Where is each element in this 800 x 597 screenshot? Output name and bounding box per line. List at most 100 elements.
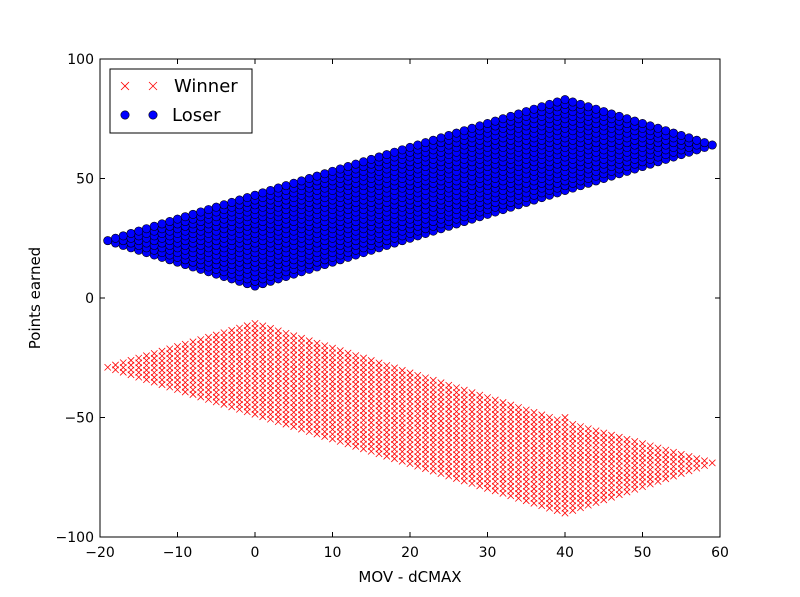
winner-point xyxy=(437,379,445,387)
winner-point xyxy=(708,459,716,467)
winner-point xyxy=(685,453,693,460)
winner-point xyxy=(360,354,367,362)
loser-point xyxy=(645,121,655,131)
winner-point xyxy=(112,361,119,369)
loser-point xyxy=(552,97,562,107)
x-axis-label: MOV - dCMAX xyxy=(358,568,461,586)
winner-point xyxy=(584,425,592,433)
plot-frame xyxy=(99,58,721,538)
winner-point xyxy=(267,324,274,332)
winner-point xyxy=(538,411,546,419)
loser-point xyxy=(389,147,399,157)
legend-circle-marker xyxy=(120,110,130,120)
winner-point xyxy=(701,457,708,465)
winner-point xyxy=(336,347,344,355)
legend-marker-loser xyxy=(120,110,158,120)
winner-point xyxy=(484,394,491,402)
loser-point xyxy=(413,140,423,150)
loser-point xyxy=(513,109,523,119)
series-winner xyxy=(104,319,716,517)
loser-point xyxy=(583,102,593,112)
winner-point xyxy=(476,391,484,399)
loser-point xyxy=(188,209,198,219)
winner-point xyxy=(445,381,453,389)
y-tick-label: 100 xyxy=(67,52,94,68)
winner-point xyxy=(197,336,205,344)
loser-point xyxy=(204,205,214,215)
winner-point xyxy=(530,408,538,416)
loser-point xyxy=(327,166,337,176)
y-tick-label: −50 xyxy=(64,411,94,427)
loser-point xyxy=(382,150,392,160)
loser-point xyxy=(126,228,136,238)
winner-point xyxy=(305,337,313,345)
loser-point xyxy=(111,233,121,243)
loser-point xyxy=(180,212,190,222)
legend-box xyxy=(109,68,253,134)
winner-point xyxy=(677,450,685,458)
winner-point xyxy=(453,384,460,392)
loser-point xyxy=(420,138,430,148)
loser-point xyxy=(405,142,415,152)
winner-point xyxy=(615,433,623,441)
loser-point xyxy=(707,140,717,150)
legend-x-marker xyxy=(120,81,130,91)
legend-entry-winner: Winner xyxy=(120,76,238,97)
loser-point xyxy=(358,157,368,167)
legend: Winner Loser xyxy=(109,68,253,134)
winner-point xyxy=(561,414,569,421)
winner-point xyxy=(259,322,267,330)
winner-point xyxy=(127,356,135,364)
winner-point xyxy=(631,438,639,446)
loser-point xyxy=(498,114,508,124)
y-tick-label: 50 xyxy=(76,172,94,188)
x-tick-label: 60 xyxy=(711,545,729,561)
winner-point xyxy=(158,347,166,355)
x-tick-label: 40 xyxy=(556,545,574,561)
loser-point xyxy=(258,188,268,198)
loser-point xyxy=(451,128,461,138)
winner-point xyxy=(422,374,429,382)
loser-point xyxy=(428,135,438,145)
winner-point xyxy=(670,448,677,456)
winner-point xyxy=(189,338,197,346)
loser-point xyxy=(242,193,252,203)
loser-point xyxy=(227,197,237,207)
loser-point xyxy=(366,154,376,164)
loser-point xyxy=(211,202,221,212)
loser-point xyxy=(614,111,624,121)
loser-point xyxy=(103,236,113,246)
winner-point xyxy=(600,429,608,437)
loser-point xyxy=(591,104,601,114)
winner-point xyxy=(507,401,515,409)
winner-point xyxy=(290,332,298,340)
loser-point xyxy=(343,162,353,172)
winner-point xyxy=(274,327,282,335)
loser-point xyxy=(374,152,384,162)
winner-point xyxy=(143,352,150,360)
winner-point xyxy=(654,444,662,452)
loser-point xyxy=(335,164,345,174)
loser-point xyxy=(320,169,330,179)
winner-point xyxy=(375,359,383,367)
winner-point xyxy=(414,371,422,379)
series-loser xyxy=(103,95,717,291)
winner-point xyxy=(352,352,360,360)
loser-point xyxy=(692,135,702,145)
legend-entry-loser: Loser xyxy=(120,105,221,126)
legend-label-loser: Loser xyxy=(172,105,221,126)
loser-point xyxy=(699,138,709,148)
loser-point xyxy=(149,221,159,231)
winner-point xyxy=(468,389,476,397)
loser-point xyxy=(134,226,144,236)
y-tick-label: 0 xyxy=(85,291,94,307)
winner-point xyxy=(569,420,577,428)
winner-point xyxy=(546,413,553,421)
winner-point xyxy=(243,322,251,330)
winner-point xyxy=(592,427,600,435)
loser-point xyxy=(490,116,500,126)
y-tick-label: −100 xyxy=(56,530,94,546)
loser-point xyxy=(475,121,485,131)
loser-point xyxy=(668,128,678,138)
